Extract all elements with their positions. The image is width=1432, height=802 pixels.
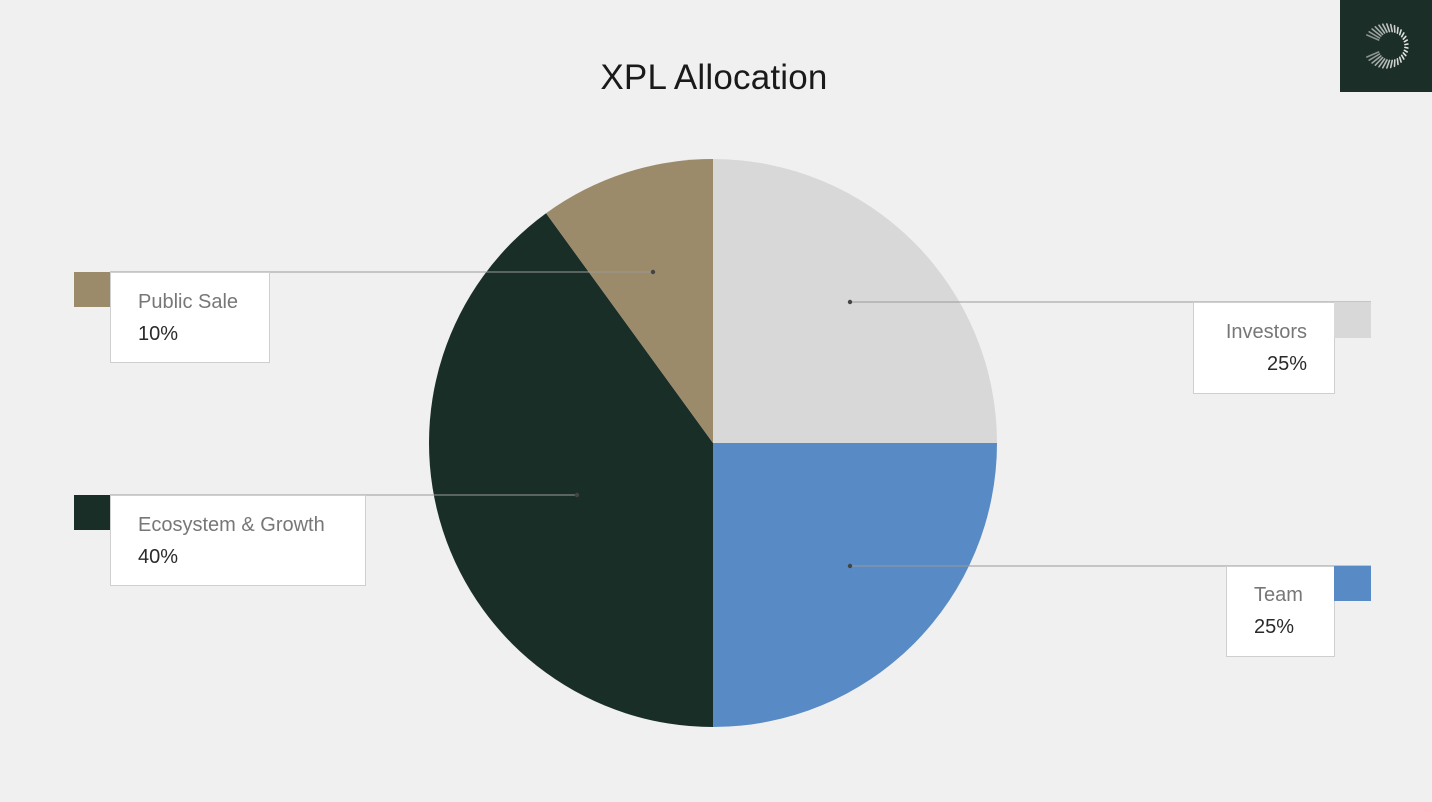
legend-value: 40% <box>138 546 179 568</box>
brand-logo <box>1340 0 1432 92</box>
chart-title: XPL Allocation <box>600 58 828 97</box>
leader-dot <box>847 563 853 569</box>
legend-swatch-team <box>1334 566 1371 601</box>
legend-swatch-public-sale <box>74 272 110 307</box>
legend-swatch-investors <box>1334 302 1371 338</box>
legend-label: Investors <box>1225 321 1307 343</box>
legend-label: Team <box>1254 584 1303 606</box>
pie-slice-ecosystem-growth <box>429 213 713 728</box>
legend-value: 10% <box>138 323 179 345</box>
leader-dot <box>574 492 580 498</box>
legend-item-investors: Investors 25% <box>1193 302 1335 394</box>
legend-value: 25% <box>1254 616 1295 638</box>
pie-slice-public-sale <box>546 159 713 443</box>
crescent-ring-logo-icon <box>1366 23 1409 69</box>
legend-item-ecosystem-growth: Ecosystem & Growth 40% <box>110 495 366 586</box>
legend-item-team: Team 25% <box>1226 566 1335 657</box>
legend-value: 25% <box>1266 353 1307 375</box>
legend-swatch-ecosystem-growth <box>74 495 110 530</box>
pie-slice-investors <box>713 159 997 443</box>
pie-slice-team <box>713 443 997 727</box>
legend-label: Ecosystem & Growth <box>138 514 325 536</box>
leader-dot <box>650 269 656 275</box>
legend-item-public-sale: Public Sale 10% <box>110 272 270 363</box>
leader-dot <box>847 299 853 305</box>
legend-label: Public Sale <box>138 291 239 313</box>
